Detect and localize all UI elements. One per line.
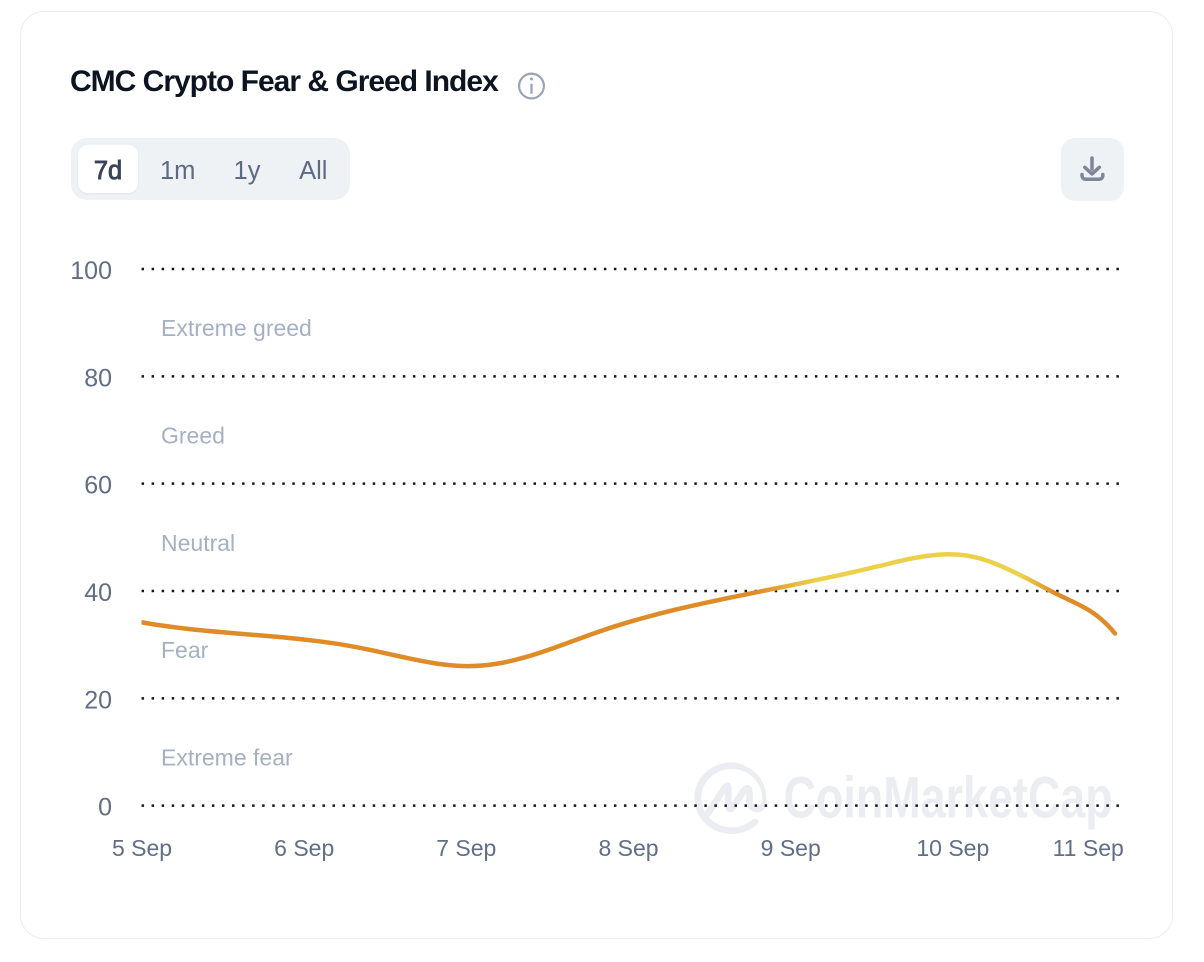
svg-text:Greed: Greed: [161, 422, 225, 448]
svg-text:10 Sep: 10 Sep: [916, 835, 989, 861]
svg-text:0: 0: [98, 794, 112, 822]
svg-text:Extreme greed: Extreme greed: [161, 315, 312, 341]
svg-text:80: 80: [84, 364, 112, 392]
svg-text:CoinMarketCap: CoinMarketCap: [784, 766, 1113, 831]
svg-text:60: 60: [84, 472, 112, 500]
svg-text:40: 40: [84, 579, 112, 607]
svg-text:Extreme fear: Extreme fear: [161, 745, 293, 771]
svg-text:11 Sep: 11 Sep: [1053, 835, 1124, 861]
svg-text:5 Sep: 5 Sep: [112, 835, 172, 861]
svg-text:7 Sep: 7 Sep: [436, 835, 496, 861]
svg-text:20: 20: [84, 686, 112, 714]
svg-text:6 Sep: 6 Sep: [274, 835, 334, 861]
svg-text:Neutral: Neutral: [161, 530, 235, 556]
svg-text:8 Sep: 8 Sep: [598, 835, 658, 861]
svg-text:100: 100: [70, 257, 112, 285]
svg-text:Fear: Fear: [161, 637, 209, 663]
svg-text:9 Sep: 9 Sep: [761, 835, 821, 861]
